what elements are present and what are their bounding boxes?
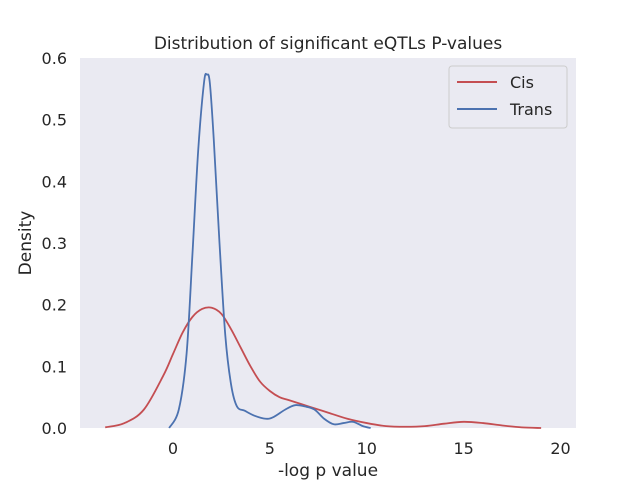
legend-label-cis: Cis bbox=[510, 73, 534, 92]
kde-line-cis bbox=[104, 306, 542, 429]
y-axis-label: Density bbox=[16, 211, 36, 276]
curves-group bbox=[104, 72, 542, 429]
x-axis-label: -log p value bbox=[278, 461, 378, 480]
y-tick-label: 0.1 bbox=[42, 357, 67, 376]
legend-label-trans: Trans bbox=[509, 100, 552, 119]
kde-line-trans bbox=[168, 72, 371, 429]
x-tick-label: 0 bbox=[168, 439, 178, 458]
x-tick-label: 10 bbox=[357, 439, 377, 458]
legend: Cis Trans bbox=[448, 65, 568, 129]
x-tick-label: 15 bbox=[453, 439, 473, 458]
y-tick-label: 0.5 bbox=[42, 111, 67, 130]
y-tick-label: 0.2 bbox=[42, 296, 67, 315]
chart-title: Distribution of significant eQTLs P-valu… bbox=[154, 34, 503, 54]
y-tick-label: 0.3 bbox=[42, 234, 67, 253]
y-tick-label: 0.4 bbox=[42, 172, 67, 191]
y-tick-labels: 0.0 0.1 0.2 0.3 0.4 0.5 0.6 bbox=[42, 49, 67, 438]
y-tick-label: 0.6 bbox=[42, 49, 67, 68]
x-tick-label: 20 bbox=[550, 439, 570, 458]
x-tick-label: 5 bbox=[265, 439, 275, 458]
y-tick-label: 0.0 bbox=[42, 419, 67, 438]
x-tick-labels: 0 5 10 15 20 bbox=[168, 439, 571, 458]
